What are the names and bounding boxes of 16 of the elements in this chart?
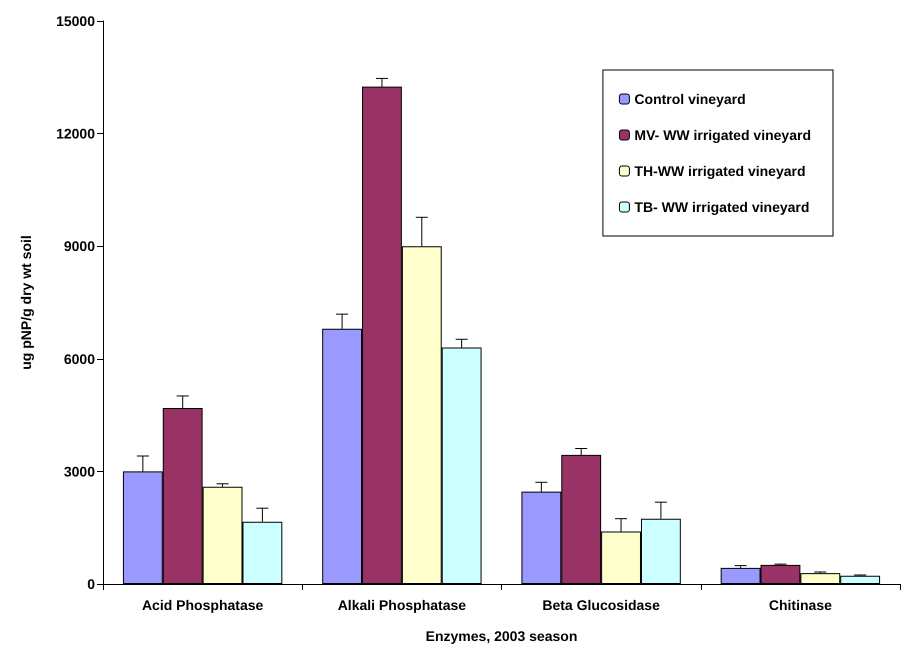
legend-label: TH-WW irrigated vineyard: [634, 163, 806, 179]
x-tick-label: Chitinase: [768, 597, 832, 613]
legend-label: TB- WW irrigated vineyard: [634, 199, 810, 215]
y-tick-label: 12000: [56, 126, 96, 142]
y-tick-label: 6000: [64, 350, 96, 367]
x-tick-label: Acid Phosphatase: [142, 597, 264, 613]
y-tick-label: 9000: [64, 238, 96, 254]
y-tick-label: 15000: [56, 13, 96, 29]
legend-label: MV- WW irrigated vineyard: [634, 127, 812, 143]
y-axis-title: ug pNP/g dry wt soil: [18, 235, 34, 370]
x-tick-label: Alkali Phosphatase: [338, 597, 466, 613]
legend-label: Control vineyard: [634, 91, 746, 107]
y-tick-label: 3000: [64, 463, 96, 480]
x-axis-title: Enzymes, 2003 season: [426, 628, 578, 644]
x-tick-label: Beta Glucosidase: [542, 597, 660, 613]
y-tick-label: 0: [87, 576, 96, 592]
